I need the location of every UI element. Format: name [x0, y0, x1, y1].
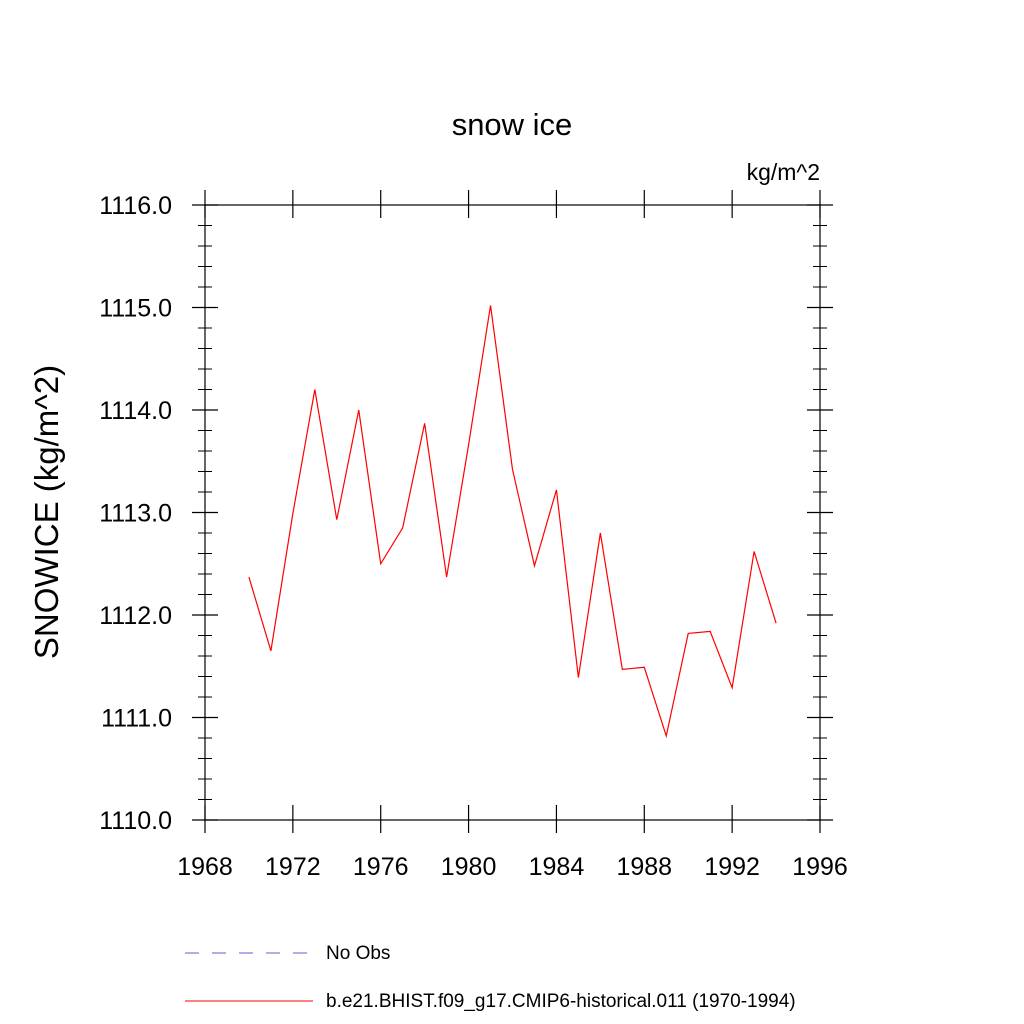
units-label: kg/m^2 [747, 159, 820, 185]
x-tick-label: 1972 [265, 853, 321, 881]
y-tick-label: 1113.0 [99, 500, 172, 528]
x-tick-label: 1984 [529, 853, 585, 881]
x-tick-label: 1988 [616, 853, 672, 881]
plot-frame [204, 204, 821, 821]
legend-label-model: b.e21.BHIST.f09_g17.CMIP6-historical.011… [326, 991, 796, 1012]
tick-labels: 1968 1972 1976 1980 1984 1988 1992 1996 1110.0 11… [99, 192, 848, 881]
axis-ticks [192, 190, 833, 833]
y-tick-label: 1115.0 [99, 295, 172, 323]
x-tick-label: 1980 [441, 853, 497, 881]
x-tick-label: 1968 [177, 853, 233, 881]
y-tick-label: 1111.0 [101, 705, 172, 733]
y-axis-label: SNOWICE (kg/m^2) [28, 365, 65, 659]
legend-label-no-obs: No Obs [326, 943, 390, 964]
series-layer [248, 305, 777, 739]
x-tick-label: 1992 [704, 853, 760, 881]
chart-title: snow ice [452, 107, 573, 142]
legend: No Obs b.e21.BHIST.f09_g17.CMIP6-histori… [185, 943, 796, 1012]
y-tick-label: 1116.0 [99, 192, 172, 220]
y-tick-label: 1110.0 [99, 807, 172, 835]
y-tick-label: 1114.0 [99, 397, 172, 425]
series-line [248, 305, 777, 739]
y-tick-label: 1112.0 [99, 602, 172, 630]
x-tick-label: 1996 [792, 853, 848, 881]
x-tick-label: 1976 [353, 853, 409, 881]
